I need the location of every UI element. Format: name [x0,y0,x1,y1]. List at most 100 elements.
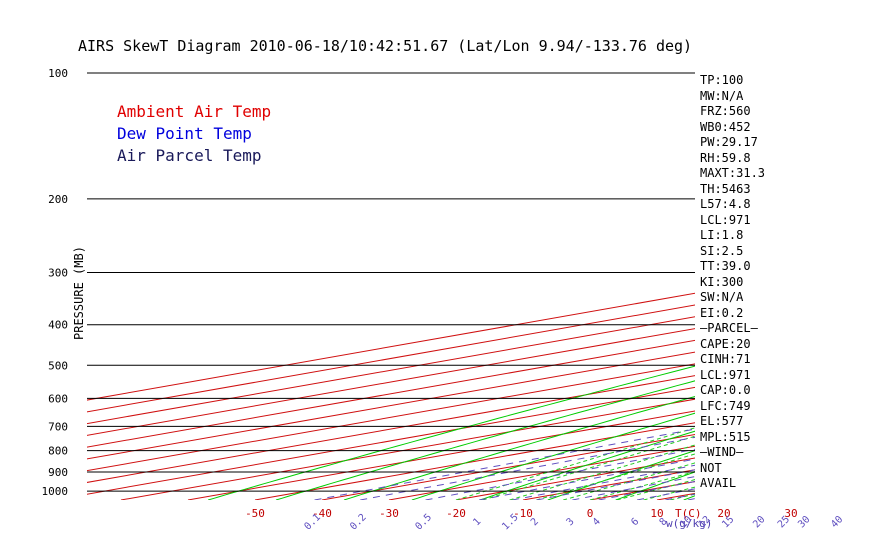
isotherm-line [87,339,695,448]
isotherm-line [87,351,695,460]
mixing-ratio-line [636,488,695,500]
moist-adiabat-line [643,486,695,500]
legend-entry: Ambient Air Temp [117,102,271,121]
y-axis-label: PRESSURE (MB) [72,246,86,340]
legend: Ambient Air Temp Dew Point Temp Air Parcel… [117,102,271,165]
sounding-index: PW:29.17 [700,135,758,149]
dry-adiabat-line [343,395,695,500]
mixing-ratio-tick-label: 2 [529,516,541,528]
pressure-tick-label: 100 [48,67,68,80]
moist-adiabat-line [482,435,695,500]
bottom-temperature-tick-label: -50 [245,507,265,520]
sounding-index: LCL:971 [700,212,751,227]
sounding-index: KI:300 [700,274,744,289]
isotherm-line [522,469,695,500]
sounding-index: FRZ:560 [700,104,751,118]
sounding-index: SW:N/A [700,290,744,304]
sounding-index: MW:N/A [700,88,744,103]
dry-adiabat-line [275,380,695,500]
sounding-index: MAXT:31.3 [700,166,766,180]
dry-adiabat-line [479,430,695,500]
sounding-index: RH:59.8 [700,150,751,165]
mixing-ratio-line [314,428,695,500]
mixing-ratio-tick-label: 3 [565,516,577,528]
chart-title: AIRS SkewT Diagram 2010-06-18/10:42:51.6… [78,37,692,55]
mixing-ratio-tick-label: 30 [796,514,812,530]
sounding-index: –PARCEL– [700,321,758,335]
moist-adiabat-line [455,427,695,500]
mixing-ratio-line [360,436,695,500]
mixing-ratio-line [665,493,695,500]
mixing-ratio-tick-label: 0.5 [414,512,435,533]
pressure-tick-label: 600 [48,392,68,405]
pressure-tick-label: 900 [48,466,68,479]
sounding-index: –WIND– [700,445,744,459]
sounding-index: EL:577 [700,414,744,428]
mixing-ratio-tick-label: 20 [751,514,767,530]
pressure-tick-label: 800 [48,445,68,458]
mixing-ratio-line [806,273,870,500]
dry-adiabat-line [411,412,695,500]
dry-adiabat-line [207,365,695,500]
sounding-index: CAP:0.0 [700,383,751,397]
sounding-index: L57:4.8 [700,197,751,211]
sounding-index: LCL:971 [700,367,751,382]
x-axis-unit-label: T(C) [675,507,702,520]
mixing-ratio-line [839,273,870,500]
sounding-index: LI:1.8 [700,228,744,242]
sounding-index: LFC:749 [700,398,751,413]
mixing-ratio-line [761,273,870,500]
sounding-index: TP:100 [700,73,744,87]
sounding-index: MPL:515 [700,429,751,444]
mixing-ratio-tick-label: 40 [829,514,845,530]
pressure-tick-label: 500 [48,359,68,372]
pressure-tick-label: 300 [48,267,68,280]
moist-adiabat-line [778,199,870,500]
sounding-index: NOT [700,460,722,475]
moist-adiabat-line [804,199,870,500]
bottom-temperature-tick-label: 0 [587,507,594,520]
isotherm-line [858,73,870,500]
sounding-index: AVAIL [700,476,737,490]
legend-entry: Dew Point Temp [117,124,252,143]
isotherm-line [87,375,695,483]
profile-line [779,73,870,491]
isotherm-line [791,73,870,500]
mixing-ratio-tick-label: 1 [471,516,483,528]
mixing-ratio-tick-label: 0.2 [348,512,369,533]
mixing-ratio-tick-label: 4 [591,516,603,528]
dry-adiabat-line [752,73,870,500]
bottom-temperature-tick-label: -40 [312,507,332,520]
mixing-ratio-line [730,273,870,500]
isotherm-line [455,457,695,500]
mixing-ratio-line [786,273,870,500]
pressure-tick-label: 700 [48,420,68,433]
pressure-tick-label: 200 [48,193,68,206]
isotherm-line [254,422,695,500]
sounding-profiles [779,73,870,491]
sounding-index: TT:39.0 [700,259,751,273]
legend-entry: Air Parcel Temp [117,146,262,165]
isotherm-line [187,410,695,500]
sounding-index: CINH:71 [700,352,751,366]
dry-adiabat-line [820,73,870,500]
pressure-tick-label: 400 [48,319,68,332]
moist-adiabat-line [509,444,695,500]
isotherm-line [87,363,695,472]
moist-adiabat-line [858,199,870,500]
sounding-index: TH:5463 [700,181,751,196]
isotherm-line [321,433,695,500]
bottom-temperature-tick-label: -30 [379,507,399,520]
moist-adiabat-line [589,470,695,500]
skewt-grid [87,73,870,500]
bottom-temperature-tick-label: 10 [650,507,663,520]
pressure-tick-label: 1000 [42,485,69,498]
bottom-temperature-tick-label: 20 [717,507,730,520]
profile-line [808,73,870,491]
sounding-index: WB0:452 [700,119,751,134]
moist-adiabat-line [751,199,870,500]
bottom-temperature-tick-label: -10 [513,507,533,520]
mixing-ratio-unit-label: w(g/kg) [666,517,712,530]
sounding-index: CAPE:20 [700,336,751,351]
